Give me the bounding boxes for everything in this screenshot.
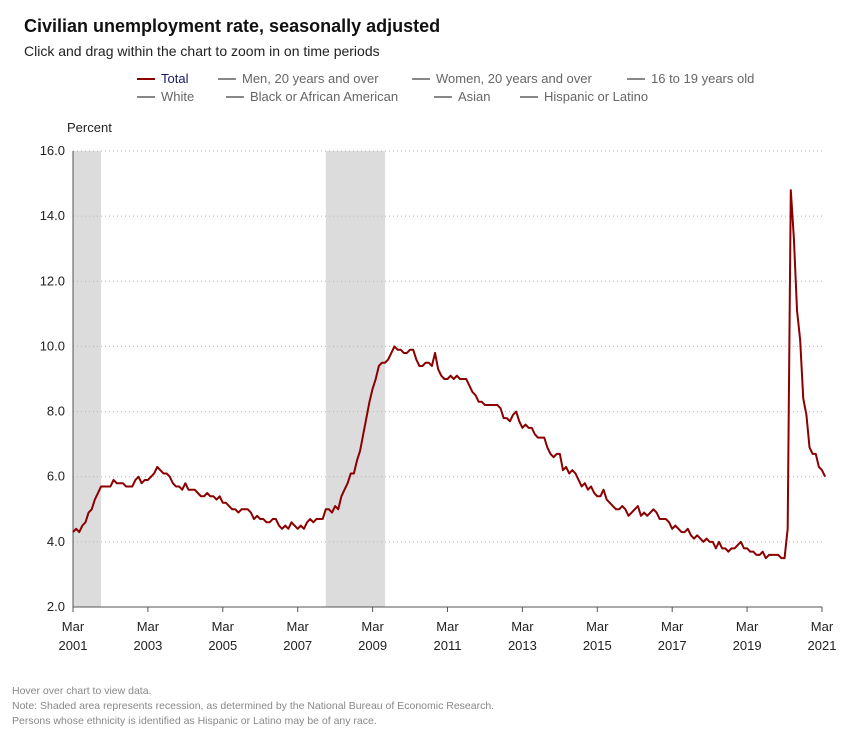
legend-item-total[interactable]: Total xyxy=(137,71,188,86)
x-tick-label-year: 2001 xyxy=(59,638,88,653)
legend-swatch-icon xyxy=(434,95,452,98)
y-tick-label: 6.0 xyxy=(47,469,65,484)
series-line-total xyxy=(72,189,827,560)
x-tick-label-month: Mar xyxy=(511,619,534,634)
line-chart[interactable]: 2.0 4.0 6.0 8.0 10.0 12.0 14.0 16.0 Mar 2001 Mar 20… xyxy=(0,0,848,680)
x-tick-label-month: Mar xyxy=(137,619,160,634)
legend-label: Total xyxy=(161,71,189,86)
y-tick-label: 2.0 xyxy=(47,599,65,614)
x-tick-label-month: Mar xyxy=(586,619,609,634)
legend-item-black[interactable]: Black or African American xyxy=(226,89,398,104)
legend-swatch-icon xyxy=(226,95,244,98)
legend-row-2: White Black or African American Asian Hi… xyxy=(0,89,848,107)
x-tick-label-month: Mar xyxy=(736,619,759,634)
chart-subtitle: Click and drag within the chart to zoom … xyxy=(24,43,380,59)
x-tick-label-month: Mar xyxy=(436,619,459,634)
legend-label: Men, 20 years and over xyxy=(242,71,379,86)
x-tick-label-month: Mar xyxy=(62,619,85,634)
x-tick-label-year: 2015 xyxy=(583,638,612,653)
x-tick-label-month: Mar xyxy=(287,619,310,634)
x-tick-label-month: Mar xyxy=(661,619,684,634)
x-tick-label-month: Mar xyxy=(212,619,235,634)
legend-row-1: Total Men, 20 years and over Women, 20 y… xyxy=(0,71,848,89)
legend-swatch-icon xyxy=(412,77,430,80)
y-tick-label: 10.0 xyxy=(40,338,65,353)
legend-label: Hispanic or Latino xyxy=(544,89,649,104)
y-axis-label: Percent xyxy=(67,120,112,135)
x-tick-label-year: 2019 xyxy=(733,638,762,653)
y-tick-label: 14.0 xyxy=(40,208,65,223)
y-tick-label: 4.0 xyxy=(47,534,65,549)
recession-band-0 xyxy=(73,151,102,607)
legend-swatch-icon xyxy=(520,95,538,98)
legend-item-white[interactable]: White xyxy=(137,89,194,104)
legend-item-men[interactable]: Men, 20 years and over xyxy=(218,71,379,86)
x-tick-label-year: 2017 xyxy=(658,638,687,653)
y-tick-label: 12.0 xyxy=(40,273,65,288)
x-tick-label-year: 2013 xyxy=(508,638,537,653)
x-tick-label-year: 2007 xyxy=(283,638,312,653)
legend-swatch-icon xyxy=(627,77,645,80)
x-tick-label-year: 2005 xyxy=(208,638,237,653)
y-tick-label: 16.0 xyxy=(40,143,65,158)
legend-label: Women, 20 years and over xyxy=(436,71,592,86)
footnotes: Hover over chart to view data. Note: Sha… xyxy=(12,684,494,729)
legend-label: Asian xyxy=(458,89,491,104)
legend-label: 16 to 19 years old xyxy=(651,71,755,86)
x-tick-label-month: Mar xyxy=(811,619,834,634)
legend-label: Black or African American xyxy=(250,89,399,104)
legend-swatch-icon xyxy=(137,77,155,80)
legend-swatch-icon xyxy=(137,95,155,98)
x-tick-label-year: 2011 xyxy=(434,638,462,653)
legend-item-hispanic[interactable]: Hispanic or Latino xyxy=(520,89,648,104)
legend-item-asian[interactable]: Asian xyxy=(434,89,491,104)
legend-item-women[interactable]: Women, 20 years and over xyxy=(412,71,592,86)
x-tick-label-year: 2009 xyxy=(358,638,387,653)
x-tick-label-year: 2003 xyxy=(133,638,162,653)
footnote-recession: Note: Shaded area represents recession, … xyxy=(12,700,495,712)
x-tick-label-month: Mar xyxy=(361,619,384,634)
chart-title: Civilian unemployment rate, seasonally a… xyxy=(24,16,441,36)
legend-label: White xyxy=(161,89,195,104)
footnote-hover: Hover over chart to view data. xyxy=(12,685,152,697)
y-tick-label: 8.0 xyxy=(47,404,65,419)
legend-swatch-icon xyxy=(218,77,236,80)
x-tick-label-year: 2021 xyxy=(808,638,837,653)
legend-item-teens[interactable]: 16 to 19 years old xyxy=(627,71,754,86)
footnote-ethnicity: Persons whose ethnicity is identified as… xyxy=(12,715,377,727)
